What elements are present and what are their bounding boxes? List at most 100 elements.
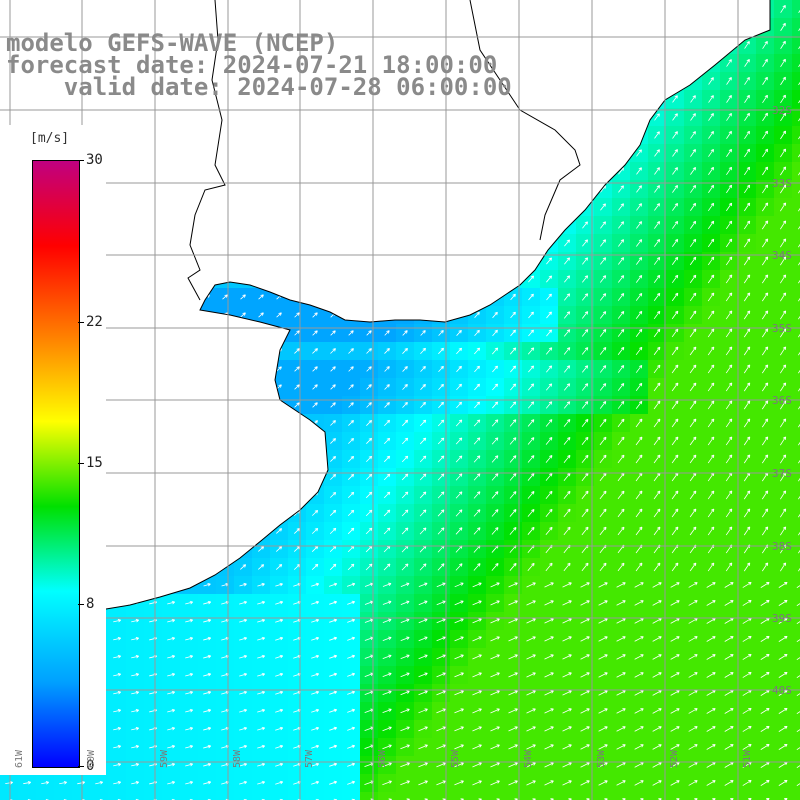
wind-arrow (617, 562, 625, 572)
wind-arrow (672, 185, 678, 193)
wind-arrow (670, 762, 680, 768)
wind-arrow (688, 600, 698, 606)
speed-cell (792, 252, 800, 270)
wind-arrow (330, 438, 336, 444)
wind-arrow (743, 310, 751, 320)
wind-arrow (239, 726, 248, 731)
wind-arrow (743, 346, 751, 356)
wind-arrow (382, 600, 392, 605)
wind-arrow (780, 58, 786, 68)
wind-arrow (275, 762, 284, 767)
wind-arrow (418, 582, 428, 588)
wind-arrow (508, 726, 518, 732)
wind-arrow (491, 527, 499, 535)
wind-arrow (383, 455, 391, 463)
wind-arrow (652, 744, 662, 750)
wind-arrow (598, 726, 608, 732)
wind-arrow (365, 509, 373, 517)
wind-arrow (203, 672, 212, 677)
wind-arrow (580, 726, 590, 732)
wind-arrow (257, 636, 266, 641)
wind-arrow (490, 726, 500, 732)
wind-arrow (580, 690, 590, 696)
wind-arrow (743, 220, 751, 230)
wind-arrow (473, 527, 481, 535)
wind-arrow (598, 600, 608, 606)
wind-arrow (312, 366, 318, 372)
wind-arrow (275, 654, 284, 659)
wind-arrow (348, 366, 354, 372)
wind-arrow (707, 382, 715, 392)
wind-arrow (545, 383, 553, 391)
speed-cell (792, 18, 800, 36)
wind-arrow (599, 418, 607, 428)
wind-arrow (348, 438, 355, 444)
wind-arrow (760, 708, 770, 714)
speed-cell (792, 36, 800, 54)
speed-cell (0, 792, 18, 800)
wind-arrow (436, 636, 446, 642)
speed-cell (792, 504, 800, 522)
speed-cell (792, 396, 800, 414)
longitude-label: 55W (450, 749, 461, 768)
wind-arrow (527, 419, 535, 427)
wind-arrow (240, 312, 246, 318)
wind-arrow (348, 455, 355, 462)
wind-arrow (671, 346, 679, 356)
wind-arrow (725, 328, 733, 338)
wind-arrow (725, 526, 733, 536)
wind-arrow (474, 347, 481, 355)
wind-arrow (329, 726, 338, 731)
wind-arrow (726, 130, 732, 139)
wind-arrow (545, 562, 553, 572)
wind-arrow (545, 347, 553, 355)
wind-arrow (490, 582, 500, 588)
wind-arrow (761, 346, 769, 356)
wind-arrow (725, 508, 733, 518)
wind-arrow (652, 582, 662, 588)
wind-arrow (490, 744, 500, 750)
wind-arrow (581, 311, 589, 319)
wind-arrow (779, 184, 787, 194)
wind-arrow (653, 508, 661, 518)
longitude-label: 61W (14, 749, 25, 768)
wind-arrow (527, 526, 535, 535)
wind-arrow (635, 310, 643, 319)
latitude-label: 35S (772, 322, 792, 335)
wind-arrow (311, 563, 319, 571)
wind-arrow (762, 76, 768, 85)
wind-arrow (276, 528, 283, 534)
speed-cell (630, 792, 648, 800)
wind-arrow (635, 490, 643, 500)
wind-arrow (59, 780, 68, 785)
wind-arrow (347, 600, 356, 605)
wind-arrow (546, 365, 553, 373)
speed-cell (504, 792, 522, 800)
wind-arrow (474, 329, 480, 337)
wind-arrow (725, 310, 733, 320)
speed-cell (792, 522, 800, 540)
wind-arrow (616, 690, 626, 696)
wind-arrow (473, 473, 481, 481)
wind-arrow (510, 293, 516, 301)
wind-arrow (743, 454, 751, 464)
wind-arrow (527, 437, 535, 445)
wind-arrow (366, 330, 372, 336)
wind-arrow (652, 636, 662, 642)
colorbar-tick-mark (78, 604, 84, 606)
wind-arrow (634, 726, 644, 732)
wind-arrow (508, 744, 518, 750)
wind-arrow (454, 600, 464, 606)
wind-arrow (798, 63, 800, 68)
speed-cell (792, 306, 800, 324)
wind-arrow (796, 675, 800, 679)
wind-arrow (383, 527, 391, 535)
wind-arrow (418, 708, 428, 714)
speed-cell (288, 792, 306, 800)
wind-arrow (113, 672, 122, 677)
wind-arrow (526, 672, 536, 678)
wind-arrow (724, 582, 734, 588)
wind-arrow (689, 436, 697, 446)
wind-arrow (635, 292, 643, 301)
wind-arrow (562, 636, 572, 642)
